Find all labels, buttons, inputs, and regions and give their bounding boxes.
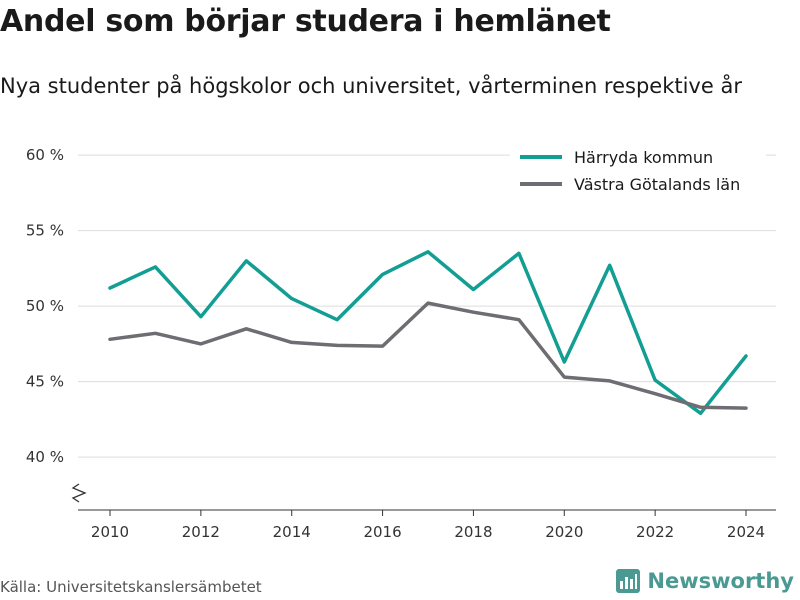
y-tick-label: 60 % bbox=[26, 146, 64, 164]
x-tick-label: 2012 bbox=[182, 523, 220, 541]
y-tick-label: 50 % bbox=[26, 297, 64, 315]
source-note: Källa: Universitetskanslersämbetet bbox=[0, 578, 262, 596]
axis-break-icon bbox=[71, 483, 87, 503]
x-tick-label: 2024 bbox=[727, 523, 765, 541]
series-line-1 bbox=[108, 301, 748, 410]
x-tick-label: 2020 bbox=[545, 523, 583, 541]
legend-label-1: Västra Götalands län bbox=[574, 175, 740, 194]
x-tick-label: 2018 bbox=[454, 523, 492, 541]
newsworthy-logo-icon bbox=[616, 569, 641, 593]
brand: Newsworthy bbox=[615, 568, 794, 594]
chart-subtitle: Nya studenter på högskolor och universit… bbox=[0, 74, 742, 98]
series-line-0 bbox=[108, 250, 748, 416]
chart-title: Andel som börjar studera i hemlänet bbox=[0, 4, 611, 39]
line-chart: 40 % 45 % 50 % 55 % 60 % 2010 2012 2014 2016 2018… bbox=[25, 142, 776, 541]
brand-name: Newsworthy bbox=[647, 569, 794, 593]
x-tick-label: 2010 bbox=[91, 523, 129, 541]
y-tick-label: 45 % bbox=[26, 373, 64, 391]
legend-label-0: Härryda kommun bbox=[574, 148, 713, 167]
x-tick-label: 2014 bbox=[273, 523, 311, 541]
legend-box bbox=[510, 142, 766, 198]
y-tick-label: 40 % bbox=[26, 448, 64, 466]
y-tick-label: 55 % bbox=[26, 222, 64, 240]
x-tick-label: 2016 bbox=[363, 523, 401, 541]
x-tick-label: 2022 bbox=[636, 523, 674, 541]
